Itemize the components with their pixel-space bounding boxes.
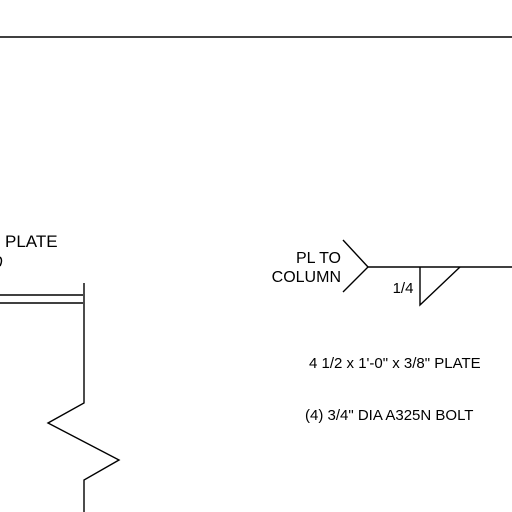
weld-tail-text-line1: PL TO [296, 250, 341, 267]
callout-second-line-fragment [0, 256, 3, 267]
plate-callout-label: PLATE [5, 232, 58, 251]
weld-size-label: 1/4 [393, 280, 414, 297]
column-break-line [46, 283, 121, 512]
weld-tail [342, 239, 369, 293]
bolt-spec-note: (4) 3/4" DIA A325N BOLT [305, 407, 473, 424]
weld-tail-text-line2: COLUMN [272, 269, 341, 286]
fillet-weld-symbol [419, 266, 461, 307]
plate-spec-note: 4 1/2 x 1'-0" x 3/8" PLATE [309, 355, 481, 372]
